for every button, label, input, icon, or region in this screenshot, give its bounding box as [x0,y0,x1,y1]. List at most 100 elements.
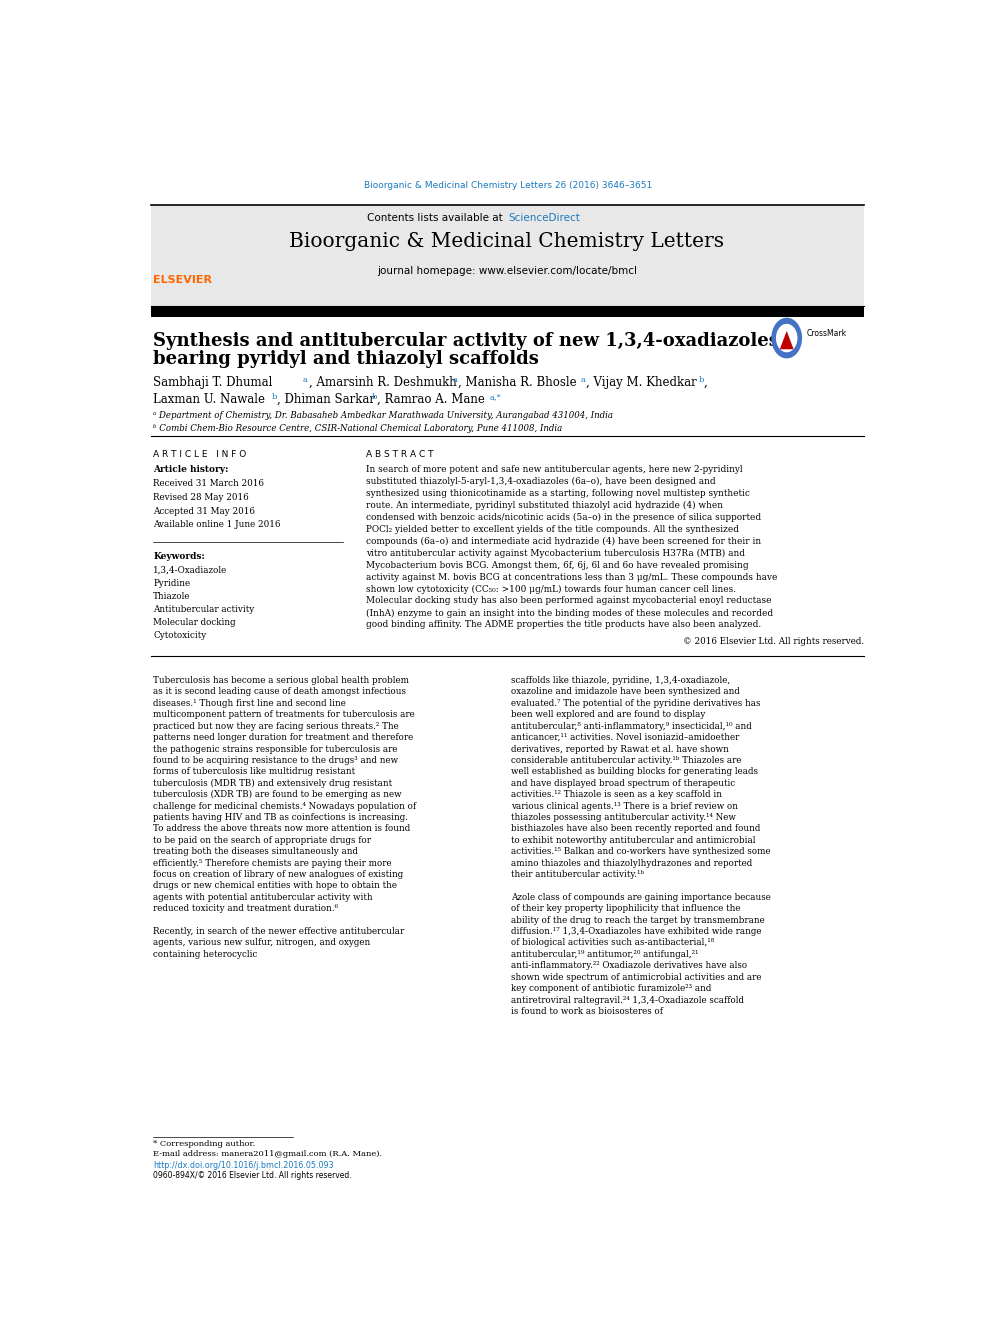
Text: , Dhiman Sarkar: , Dhiman Sarkar [277,393,375,406]
Text: Mycobacterium bovis BCG. Amongst them, 6f, 6j, 6l and 6o have revealed promising: Mycobacterium bovis BCG. Amongst them, 6… [366,561,749,570]
Text: Available online 1 June 2016: Available online 1 June 2016 [153,520,281,529]
Text: focus on creation of library of new analogues of existing: focus on creation of library of new anal… [153,871,404,878]
Text: evaluated.⁷ The potential of the pyridine derivatives has: evaluated.⁷ The potential of the pyridin… [511,699,760,708]
Text: © 2016 Elsevier Ltd. All rights reserved.: © 2016 Elsevier Ltd. All rights reserved… [683,638,864,647]
Text: A B S T R A C T: A B S T R A C T [366,450,434,459]
Text: Received 31 March 2016: Received 31 March 2016 [153,479,264,488]
Text: challenge for medicinal chemists.⁴ Nowadays population of: challenge for medicinal chemists.⁴ Nowad… [153,802,417,811]
Text: Laxman U. Nawale: Laxman U. Nawale [153,393,265,406]
Text: , Amarsinh R. Deshmukh: , Amarsinh R. Deshmukh [309,376,456,389]
Text: Recently, in search of the newer effective antitubercular: Recently, in search of the newer effecti… [153,927,405,937]
Text: Synthesis and antitubercular activity of new 1,3,4-oxadiazoles: Synthesis and antitubercular activity of… [153,332,779,351]
Text: diffusion.¹⁷ 1,3,4-Oxadiazoles have exhibited wide range: diffusion.¹⁷ 1,3,4-Oxadiazoles have exhi… [511,927,761,937]
Text: shown wide spectrum of antimicrobial activities and are: shown wide spectrum of antimicrobial act… [511,972,761,982]
Text: multicomponent pattern of treatments for tuberculosis are: multicomponent pattern of treatments for… [153,710,415,720]
Text: , Manisha R. Bhosle: , Manisha R. Bhosle [458,376,577,389]
Text: substituted thiazolyl-5-aryl-1,3,4-oxadiazoles (6a–o), have been designed and: substituted thiazolyl-5-aryl-1,3,4-oxadi… [366,478,716,487]
Text: activity against M. bovis BCG at concentrations less than 3 μg/mL. These compoun: activity against M. bovis BCG at concent… [366,573,778,582]
Text: ScienceDirect: ScienceDirect [509,213,580,222]
Text: vitro antitubercular activity against Mycobacterium tuberculosis H37Ra (MTB) and: vitro antitubercular activity against My… [366,549,745,558]
Text: Azole class of compounds are gaining importance because: Azole class of compounds are gaining imp… [511,893,771,902]
Text: antitubercular,⁸ anti-inflammatory,⁹ insecticidal,¹⁰ and: antitubercular,⁸ anti-inflammatory,⁹ ins… [511,722,752,730]
Text: diseases.¹ Though first line and second line: diseases.¹ Though first line and second … [153,699,346,708]
Text: as it is second leading cause of death amongst infectious: as it is second leading cause of death a… [153,688,406,696]
Text: journal homepage: www.elsevier.com/locate/bmcl: journal homepage: www.elsevier.com/locat… [377,266,637,275]
Text: 0960-894X/© 2016 Elsevier Ltd. All rights reserved.: 0960-894X/© 2016 Elsevier Ltd. All right… [153,1171,352,1180]
Text: forms of tuberculosis like multidrug resistant: forms of tuberculosis like multidrug res… [153,767,355,777]
Text: * Corresponding author.: * Corresponding author. [153,1140,256,1148]
Circle shape [772,318,803,359]
Bar [151,205,864,307]
Text: synthesized using thionicotinamide as a starting, following novel multistep synt: synthesized using thionicotinamide as a … [366,490,750,499]
Text: E-mail address: manera2011@gmail.com (R.A. Mane).: E-mail address: manera2011@gmail.com (R.… [153,1150,382,1158]
Text: good binding affinity. The ADME properties the title products have also been ana: good binding affinity. The ADME properti… [366,620,762,630]
Text: the pathogenic strains responsible for tuberculosis are: the pathogenic strains responsible for t… [153,745,398,754]
Text: various clinical agents.¹³ There is a brief review on: various clinical agents.¹³ There is a br… [511,802,738,811]
Polygon shape [780,331,794,349]
Text: Revised 28 May 2016: Revised 28 May 2016 [153,493,249,501]
Text: , Ramrao A. Mane: , Ramrao A. Mane [377,393,485,406]
Text: drugs or new chemical entities with hope to obtain the: drugs or new chemical entities with hope… [153,881,397,890]
Text: b: b [272,393,277,401]
Text: considerable antitubercular activity.¹ᵇ Thiazoles are: considerable antitubercular activity.¹ᵇ … [511,755,741,765]
Bar [151,307,864,316]
Text: activities.¹⁵ Balkan and co-workers have synthesized some: activities.¹⁵ Balkan and co-workers have… [511,847,771,856]
Text: ,: , [703,376,707,389]
Text: compounds (6a–o) and intermediate acid hydrazide (4) have been screened for thei: compounds (6a–o) and intermediate acid h… [366,537,761,546]
Text: Molecular docking study has also been performed against mycobacterial enoyl redu: Molecular docking study has also been pe… [366,597,772,606]
Text: a: a [580,376,585,384]
Text: derivatives, reported by Rawat et al. have shown: derivatives, reported by Rawat et al. ha… [511,745,728,754]
Text: scaffolds like thiazole, pyridine, 1,3,4-oxadiazole,: scaffolds like thiazole, pyridine, 1,3,4… [511,676,730,685]
Text: antitubercular,¹⁹ antitumor,²⁰ antifungal,²¹: antitubercular,¹⁹ antitumor,²⁰ antifunga… [511,950,698,959]
Text: route. An intermediate, pyridinyl substituted thiazolyl acid hydrazide (4) when: route. An intermediate, pyridinyl substi… [366,501,723,511]
Text: b: b [372,393,377,401]
Text: Article history:: Article history: [153,466,229,475]
Text: Bioorganic & Medicinal Chemistry Letters 26 (2016) 3646–3651: Bioorganic & Medicinal Chemistry Letters… [364,181,653,191]
Text: CrossMark: CrossMark [806,329,847,339]
Text: ᵇ Combi Chem-Bio Resource Centre, CSIR-National Chemical Laboratory, Pune 411008: ᵇ Combi Chem-Bio Resource Centre, CSIR-N… [153,423,562,433]
Text: Thiazole: Thiazole [153,591,190,601]
Text: reduced toxicity and treatment duration.⁶: reduced toxicity and treatment duration.… [153,904,338,913]
Text: Antitubercular activity: Antitubercular activity [153,605,255,614]
Text: patients having HIV and TB as coinfections is increasing.: patients having HIV and TB as coinfectio… [153,812,409,822]
Text: Accepted 31 May 2016: Accepted 31 May 2016 [153,507,255,516]
Text: tuberculosis (XDR TB) are found to be emerging as new: tuberculosis (XDR TB) are found to be em… [153,790,402,799]
Text: to exhibit noteworthy antitubercular and antimicrobial: to exhibit noteworthy antitubercular and… [511,836,755,845]
Text: ability of the drug to reach the target by transmembrane: ability of the drug to reach the target … [511,916,765,925]
Circle shape [776,324,798,352]
Text: is found to work as bioisosteres of: is found to work as bioisosteres of [511,1007,663,1016]
Text: Contents lists available at: Contents lists available at [367,213,506,222]
Text: Tuberculosis has become a serious global health problem: Tuberculosis has become a serious global… [153,676,410,685]
Text: bisthiazoles have also been recently reported and found: bisthiazoles have also been recently rep… [511,824,760,833]
Text: To address the above threats now more attention is found: To address the above threats now more at… [153,824,411,833]
Text: well established as building blocks for generating leads: well established as building blocks for … [511,767,758,777]
Text: a: a [303,376,308,384]
Text: anti-inflammatory.²² Oxadiazole derivatives have also: anti-inflammatory.²² Oxadiazole derivati… [511,962,747,970]
Text: Pyridine: Pyridine [153,578,190,587]
Text: ELSEVIER: ELSEVIER [153,275,212,284]
Text: POCl₂ yielded better to excellent yields of the title compounds. All the synthes: POCl₂ yielded better to excellent yields… [366,525,739,534]
Text: agents, various new sulfur, nitrogen, and oxygen: agents, various new sulfur, nitrogen, an… [153,938,370,947]
Text: containing heterocyclic: containing heterocyclic [153,950,258,959]
Text: http://dx.doi.org/10.1016/j.bmcl.2016.05.093: http://dx.doi.org/10.1016/j.bmcl.2016.05… [153,1162,334,1170]
Text: Cytotoxicity: Cytotoxicity [153,631,206,640]
Text: bearing pyridyl and thiazolyl scaffolds: bearing pyridyl and thiazolyl scaffolds [153,351,539,368]
Text: tuberculosis (MDR TB) and extensively drug resistant: tuberculosis (MDR TB) and extensively dr… [153,779,393,789]
Text: treating both the diseases simultaneously and: treating both the diseases simultaneousl… [153,847,358,856]
Text: efficiently.⁵ Therefore chemists are paying their more: efficiently.⁵ Therefore chemists are pay… [153,859,392,868]
Text: Molecular docking: Molecular docking [153,618,236,627]
Text: agents with potential antitubercular activity with: agents with potential antitubercular act… [153,893,373,902]
Text: patterns need longer duration for treatment and therefore: patterns need longer duration for treatm… [153,733,414,742]
Text: of biological activities such as-antibacterial,¹⁸: of biological activities such as-antibac… [511,938,714,947]
Text: In search of more potent and safe new antitubercular agents, here new 2-pyridiny: In search of more potent and safe new an… [366,466,743,475]
Text: thiazoles possessing antitubercular activity.¹⁴ New: thiazoles possessing antitubercular acti… [511,812,736,822]
Text: , Vijay M. Khedkar: , Vijay M. Khedkar [586,376,696,389]
Text: found to be acquiring resistance to the drugs³ and new: found to be acquiring resistance to the … [153,755,399,765]
Text: shown low cytotoxicity (CC₅₀: >100 μg/mL) towards four human cancer cell lines.: shown low cytotoxicity (CC₅₀: >100 μg/mL… [366,585,736,594]
Text: amino thiazoles and thiazolylhydrazones and reported: amino thiazoles and thiazolylhydrazones … [511,859,752,868]
Text: their antitubercular activity.¹ᵇ: their antitubercular activity.¹ᵇ [511,871,644,878]
Text: Keywords:: Keywords: [153,553,205,561]
Text: activities.¹² Thiazole is seen as a key scaffold in: activities.¹² Thiazole is seen as a key … [511,790,722,799]
Text: b: b [699,376,704,384]
Text: to be paid on the search of appropriate drugs for: to be paid on the search of appropriate … [153,836,371,845]
